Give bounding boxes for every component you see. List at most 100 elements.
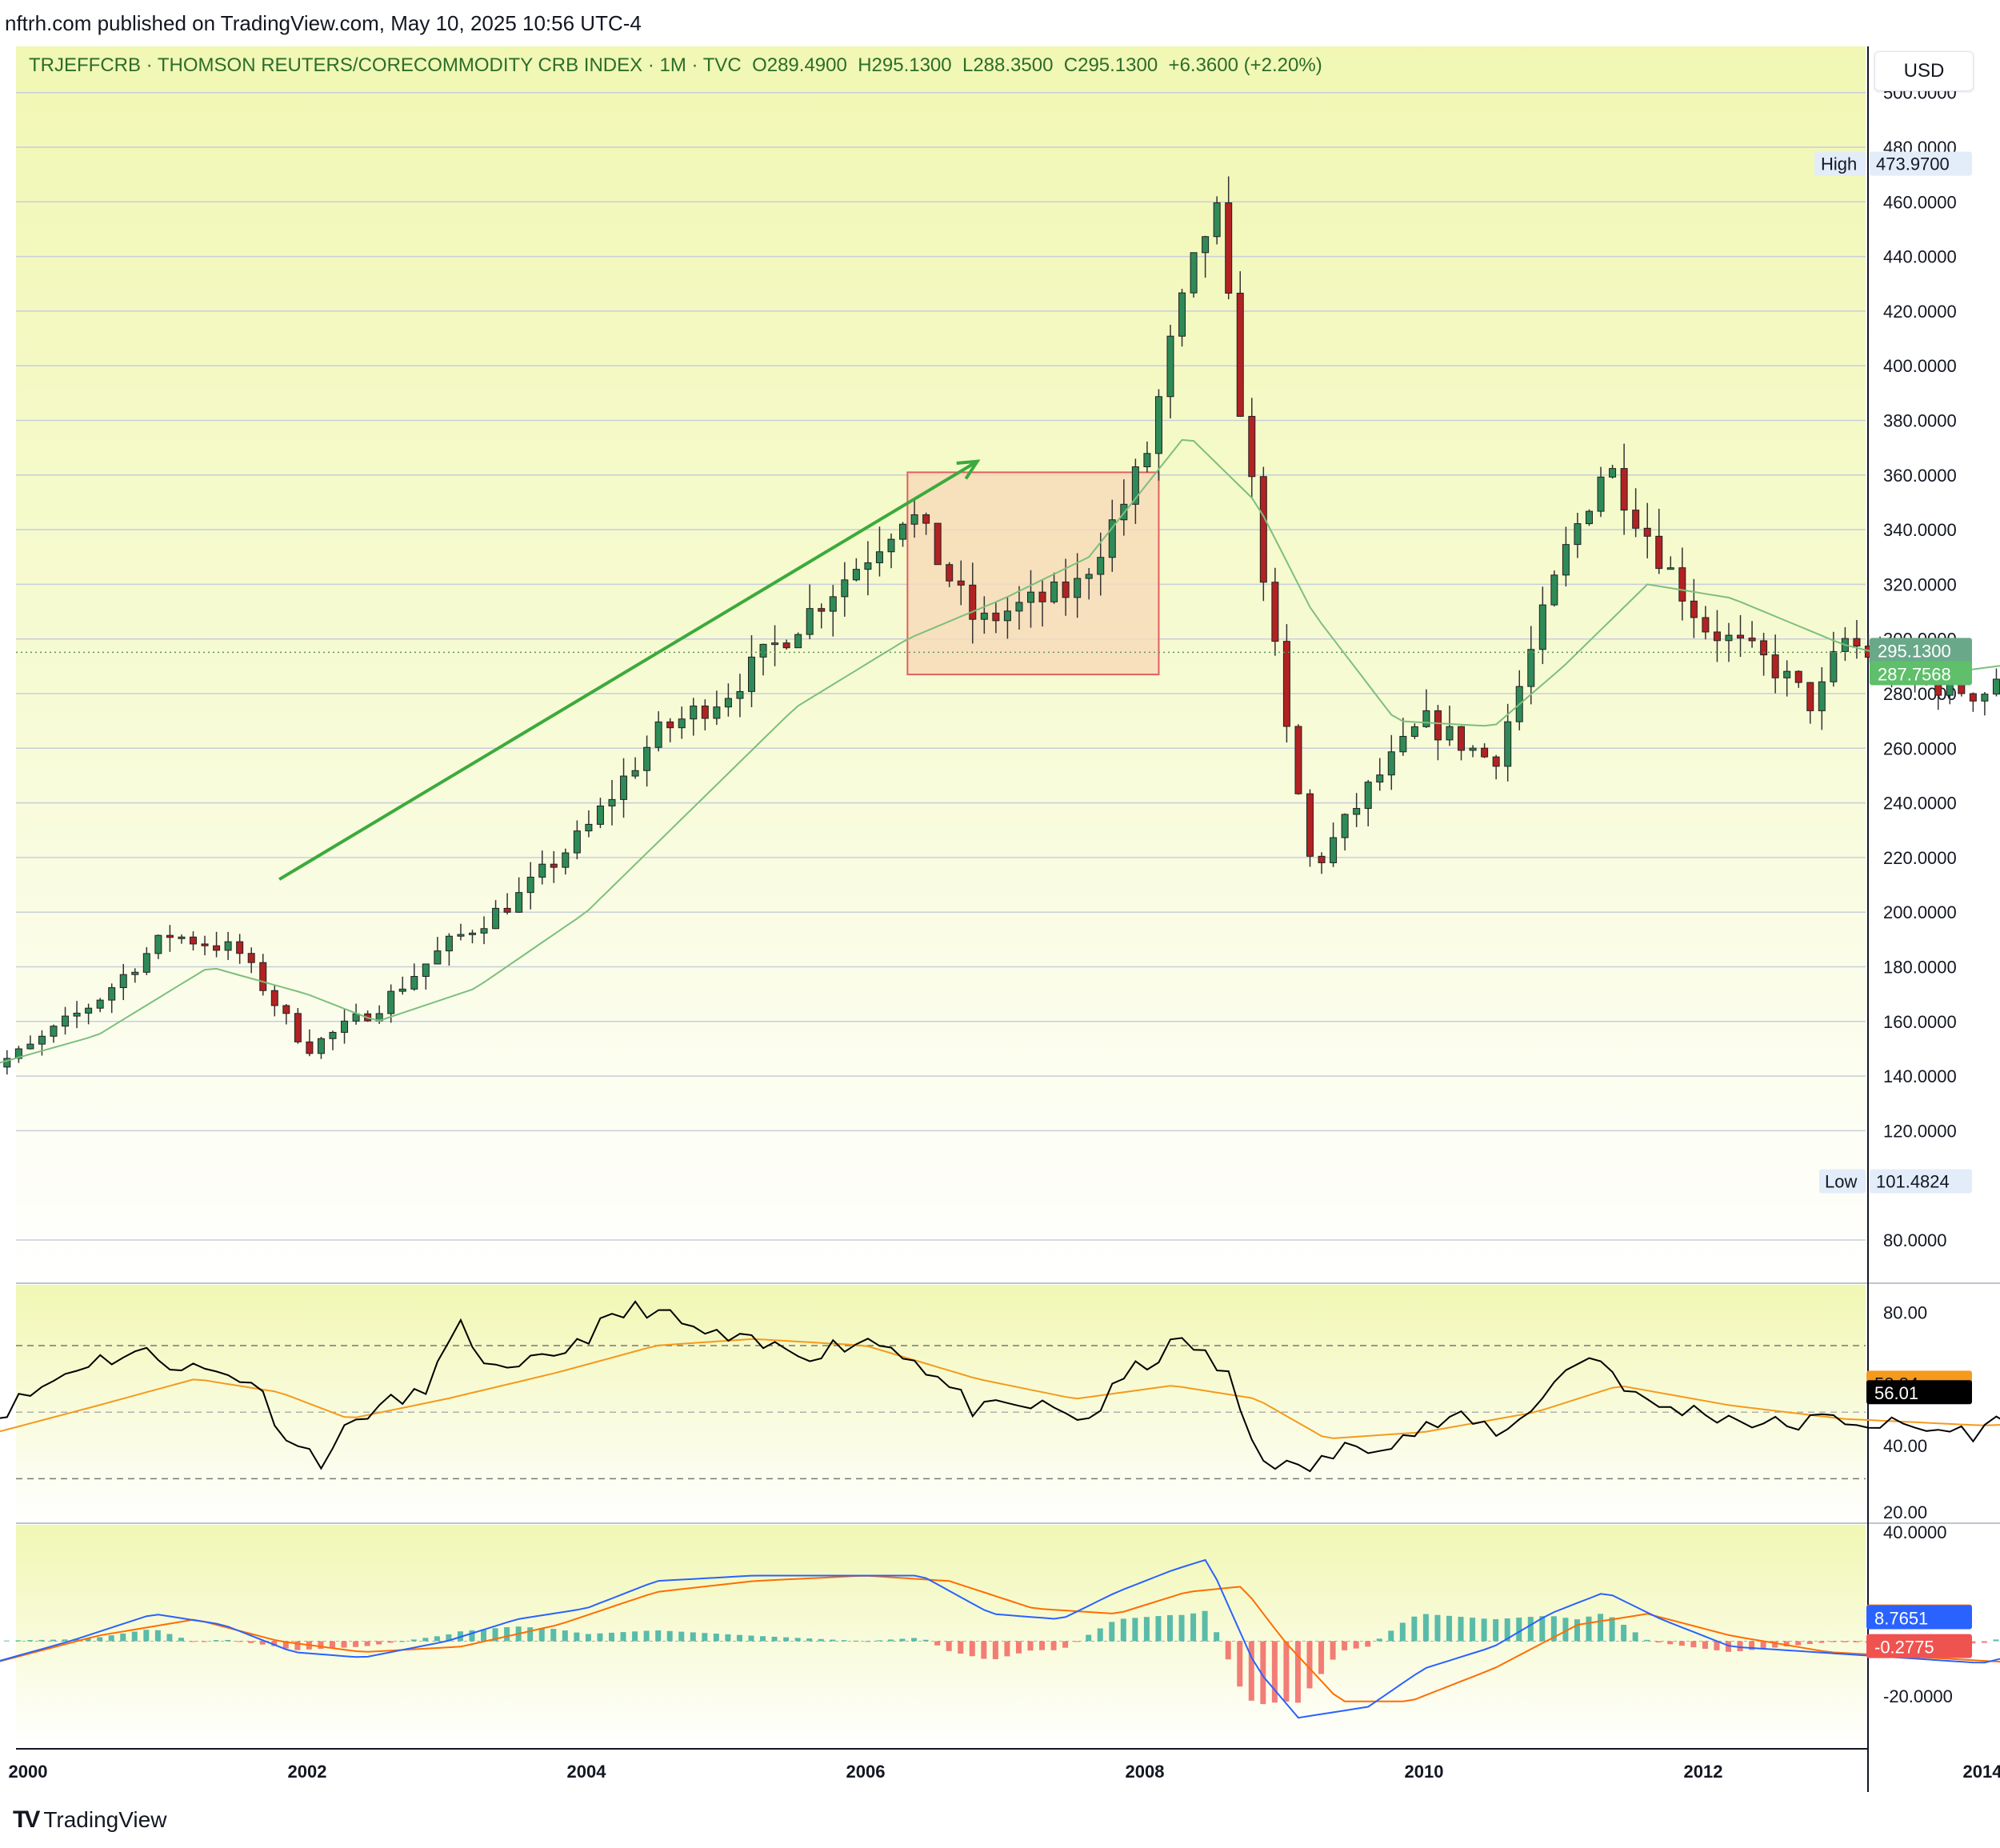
- macd-histogram-bar: [1143, 1617, 1150, 1642]
- macd-histogram-bar: [748, 1635, 754, 1642]
- macd-histogram-bar: [364, 1641, 370, 1646]
- candle-down: [701, 706, 709, 719]
- macd-histogram-bar: [248, 1641, 254, 1643]
- macd-histogram-bar: [271, 1641, 278, 1646]
- candle-down: [1481, 747, 1489, 758]
- macd-histogram-bar: [841, 1640, 847, 1642]
- candle-up: [1202, 236, 1210, 254]
- candle-up: [410, 976, 418, 990]
- candle-up: [1410, 726, 1418, 737]
- macd-histogram-bar: [1725, 1641, 1731, 1652]
- macd-histogram-bar: [899, 1638, 906, 1642]
- candle-up: [62, 1015, 70, 1027]
- macd-histogram-bar: [1399, 1622, 1406, 1642]
- candle-down: [1458, 726, 1466, 751]
- candle-up: [154, 934, 162, 954]
- macd-histogram-bar: [643, 1630, 650, 1642]
- time-tick-label: 2008: [1126, 1762, 1165, 1782]
- macd-histogram-bar: [1504, 1618, 1510, 1642]
- candle-up: [14, 1048, 22, 1059]
- macd-histogram-bar: [1737, 1641, 1743, 1651]
- macd-histogram-bar: [632, 1631, 638, 1642]
- candle-up: [38, 1035, 46, 1045]
- price-tick-label: 180.0000: [1883, 958, 1957, 978]
- candle-down: [1806, 682, 1814, 711]
- macd-histogram-bar: [1690, 1641, 1697, 1648]
- macd-histogram-bar: [1702, 1641, 1708, 1649]
- candle-up: [1166, 335, 1174, 398]
- candle-up: [759, 643, 767, 658]
- macd-histogram-bar: [969, 1641, 975, 1657]
- candle-down: [270, 990, 278, 1006]
- macd-histogram-bar: [864, 1641, 870, 1642]
- candle-up: [1992, 678, 2000, 695]
- candle-down: [1760, 640, 1768, 656]
- candle-up: [1026, 591, 1034, 603]
- candle-up: [1666, 567, 1674, 570]
- macd-histogram-bar: [225, 1639, 231, 1642]
- macd-histogram-bar: [538, 1628, 545, 1642]
- price-tick-label: 260.0000: [1883, 738, 1957, 758]
- macd-histogram-tag-text: -0.2775: [1874, 1638, 1934, 1658]
- candle-up: [1085, 574, 1093, 579]
- candle-up: [1050, 582, 1058, 602]
- price-tick-label: 380.0000: [1883, 411, 1957, 431]
- price-tick-label: 460.0000: [1883, 192, 1957, 212]
- candle-up: [131, 971, 139, 975]
- macd-histogram-bar: [1527, 1617, 1534, 1642]
- macd-histogram-bar: [666, 1630, 673, 1642]
- rsi-tick-label: 40.00: [1883, 1436, 1927, 1456]
- candle-up: [1981, 694, 1989, 702]
- candle-up: [1783, 670, 1791, 678]
- macd-histogram-bar: [492, 1628, 498, 1642]
- macd-histogram-bar: [1260, 1641, 1266, 1705]
- macd-histogram-bar: [806, 1638, 813, 1642]
- candle-up: [1818, 681, 1826, 711]
- consolidation-box: [906, 471, 1160, 676]
- candle-down: [503, 907, 511, 913]
- price-tick-label: 420.0000: [1883, 302, 1957, 322]
- currency-button[interactable]: USD: [1874, 51, 1974, 91]
- candle-down: [1853, 638, 1861, 647]
- macd-histogram-bar: [85, 1638, 91, 1642]
- candle-up: [631, 770, 639, 777]
- macd-histogram-bar: [1155, 1616, 1162, 1642]
- macd-histogram-bar: [1365, 1641, 1371, 1647]
- macd-histogram-bar: [1586, 1616, 1592, 1642]
- candle-up: [841, 579, 849, 598]
- candle-up: [434, 950, 442, 965]
- candle-up: [1376, 774, 1384, 783]
- sma-value-tag-bg: [1870, 661, 1972, 686]
- candle-up: [480, 928, 488, 934]
- candle-up: [1562, 544, 1570, 576]
- macd-histogram-bar: [1062, 1641, 1069, 1648]
- candle-up: [713, 706, 721, 719]
- macd-histogram-bar: [74, 1638, 80, 1642]
- macd-histogram-bar: [1760, 1641, 1766, 1649]
- macd-histogram-bar: [1027, 1641, 1034, 1651]
- macd-histogram-bar: [1166, 1614, 1173, 1642]
- candle-down: [969, 584, 977, 620]
- candle-up: [1190, 252, 1198, 294]
- trend-arrow-head: [956, 459, 981, 480]
- footer-brand-text: TradingView: [43, 1807, 167, 1832]
- macd-histogram-bar: [1806, 1641, 1813, 1645]
- macd-histogram-bar: [887, 1639, 894, 1642]
- candle-up: [142, 953, 150, 973]
- candle-down: [1655, 535, 1663, 570]
- macd-histogram-bar: [1516, 1618, 1522, 1642]
- macd-histogram-bar: [1446, 1615, 1452, 1642]
- macd-histogram-bar: [736, 1634, 742, 1642]
- macd-histogram-bar: [1667, 1641, 1674, 1645]
- macd-histogram-bar: [655, 1630, 662, 1642]
- macd-histogram-bar: [481, 1629, 487, 1642]
- price-tick-label: 360.0000: [1883, 466, 1957, 486]
- candle-down: [1248, 415, 1256, 478]
- macd-histogram-bar: [26, 1640, 33, 1642]
- sma-line: [0, 438, 2000, 1064]
- macd-histogram-bar: [1086, 1634, 1092, 1642]
- macd-histogram-bar: [1306, 1641, 1313, 1689]
- rsi-tick-label: 80.00: [1883, 1302, 1927, 1322]
- macd-histogram-bar: [294, 1641, 301, 1650]
